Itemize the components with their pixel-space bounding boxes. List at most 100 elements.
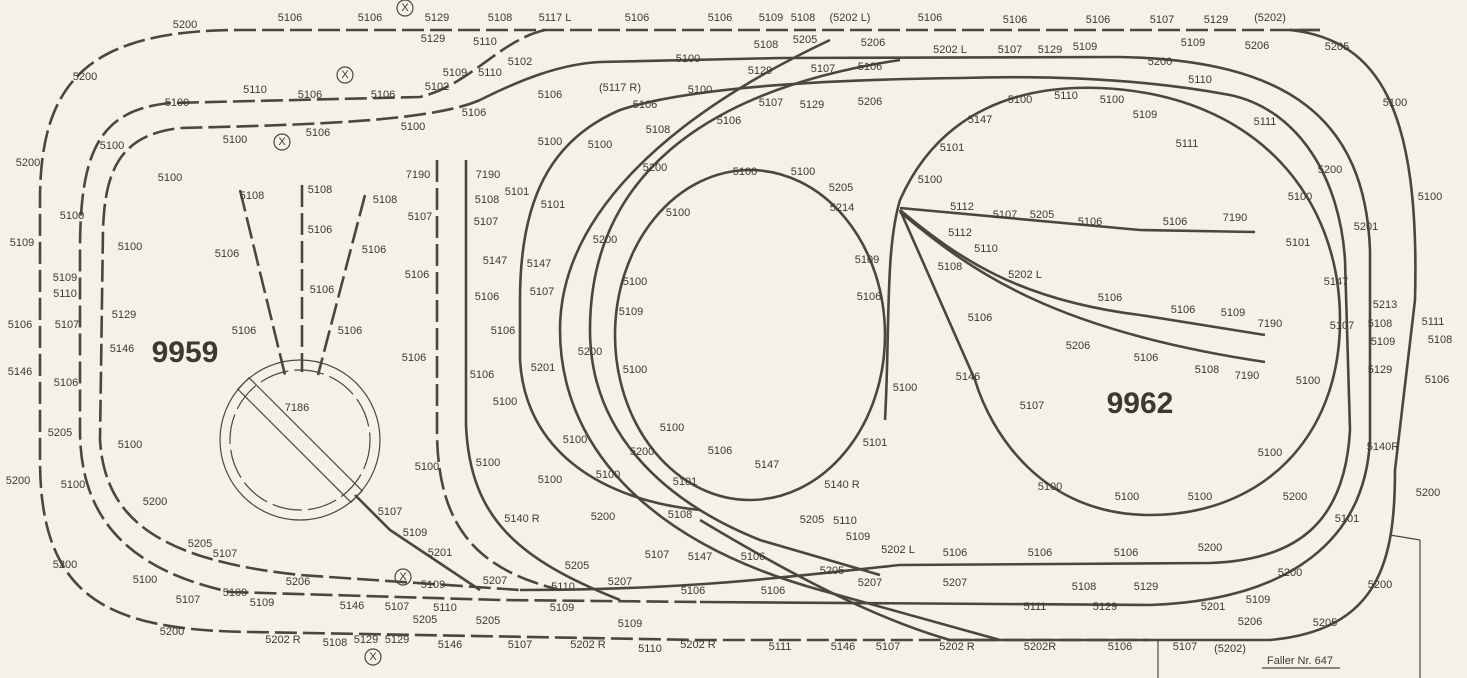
track-label: 5106	[470, 369, 494, 381]
track-label: 5106	[943, 547, 967, 559]
plan-number: 9962	[1107, 387, 1174, 420]
track-label: 5106	[1114, 547, 1138, 559]
track-label: 5100	[118, 241, 142, 253]
track-label: 5108	[791, 12, 815, 24]
track-label: 5106	[708, 12, 732, 24]
track-label: 5100	[733, 166, 757, 178]
track-label: 5107	[408, 211, 432, 223]
marker-circle	[396, 0, 414, 17]
track-label: 5106	[761, 585, 785, 597]
track-label: 5106	[1003, 14, 1027, 26]
track-label: 7190	[1235, 370, 1259, 382]
track-label: 5109	[1181, 37, 1205, 49]
track-label: 5200	[160, 626, 184, 638]
track-label: 5107	[530, 286, 554, 298]
track-label: 5205	[1325, 41, 1349, 53]
track-label: 5109	[10, 237, 34, 249]
track-label: 5101	[1335, 513, 1359, 525]
track-label: (5202)	[1254, 12, 1286, 24]
track-label: 5100	[165, 97, 189, 109]
track-label: 5109	[550, 602, 574, 614]
track-label: 5205	[48, 427, 72, 439]
callout-line	[1389, 534, 1421, 541]
track-label: 5101	[541, 199, 565, 211]
track-label: 5202 L	[1008, 269, 1042, 281]
track-label: 5107	[645, 549, 669, 561]
track-label: 5108	[475, 194, 499, 206]
track-label: 5100	[1296, 375, 1320, 387]
track-label: 5110	[1054, 90, 1078, 102]
track-label: 5108	[646, 124, 670, 136]
track-label: 5129	[800, 99, 824, 111]
track-label: 5129	[1093, 601, 1117, 613]
track-label: 5213	[1373, 299, 1397, 311]
track-label: 5106	[362, 244, 386, 256]
track-label: 5110	[551, 581, 575, 593]
track-label: 5107	[176, 594, 200, 606]
track-label: 5110	[478, 67, 502, 79]
track-label: 5100	[688, 84, 712, 96]
track-label: 5107	[993, 209, 1017, 221]
track-label: 5100	[538, 136, 562, 148]
turntable-outer	[219, 359, 381, 521]
track-label: 5100	[538, 474, 562, 486]
track-label: 5200	[630, 446, 654, 458]
track-label: 5100	[1038, 481, 1062, 493]
track-label: 5107	[474, 216, 498, 228]
track-label: 5109	[846, 531, 870, 543]
track-label: 5106	[491, 325, 515, 337]
track-label: 5207	[858, 577, 882, 589]
track-label: 5214	[830, 202, 854, 214]
track-label: 5109	[223, 587, 247, 599]
track-label: 5202 R	[680, 639, 716, 651]
track-label: 5100	[918, 174, 942, 186]
track-label: 5147	[527, 258, 551, 270]
track-label: 5111	[1254, 116, 1277, 128]
track-label: 5140 R	[824, 479, 860, 491]
track-label: 7190	[1223, 212, 1247, 224]
track-label: 5100	[623, 364, 647, 376]
track-label: 5100	[133, 574, 157, 586]
track-label: 5100	[401, 121, 425, 133]
track-label: 5106	[1086, 14, 1110, 26]
track-label: (5202 L)	[830, 12, 871, 24]
marker-circle	[394, 568, 412, 586]
track-label: 5108	[668, 509, 692, 521]
track-label: (5202)	[1214, 643, 1246, 655]
track-label: 5100	[415, 461, 439, 473]
track-label: 5106	[371, 89, 395, 101]
track-label: 5200	[578, 346, 602, 358]
track-label: 5107	[1150, 14, 1174, 26]
track-label: 5100	[1383, 97, 1407, 109]
track-label: 5109	[1133, 109, 1157, 121]
track-label: 5146	[831, 641, 855, 653]
center-loop	[883, 86, 1342, 517]
track-label: X	[278, 136, 286, 148]
fan-track-1	[238, 189, 287, 376]
track-label: 5108	[373, 194, 397, 206]
track-label: 5147	[755, 459, 779, 471]
track-label: 5200	[6, 475, 30, 487]
track-label: 5106	[306, 127, 330, 139]
track-label: 5106	[278, 12, 302, 24]
track-label: 5147	[1324, 276, 1348, 288]
track-label: 5129	[1038, 44, 1062, 56]
track-label: 5100	[118, 439, 142, 451]
plan-number: 9959	[152, 336, 219, 369]
crossover	[699, 518, 1150, 642]
track-label: 5106	[858, 61, 882, 73]
track-label: 5100	[100, 140, 124, 152]
track-label: 5108	[938, 261, 962, 273]
track-label: 5202 L	[933, 44, 967, 56]
turntable-bridge	[236, 376, 364, 504]
track-label: 5200	[1198, 542, 1222, 554]
track-label: 5201	[1354, 221, 1378, 233]
track-label: X	[401, 2, 409, 14]
marker-circle	[364, 648, 382, 666]
track-label: 5108	[754, 39, 778, 51]
track-label: 5108	[1072, 581, 1096, 593]
track-label: 5146	[956, 371, 980, 383]
track-label: 5100	[158, 172, 182, 184]
track-label: 5106	[475, 291, 499, 303]
track-label: 5207	[608, 576, 632, 588]
